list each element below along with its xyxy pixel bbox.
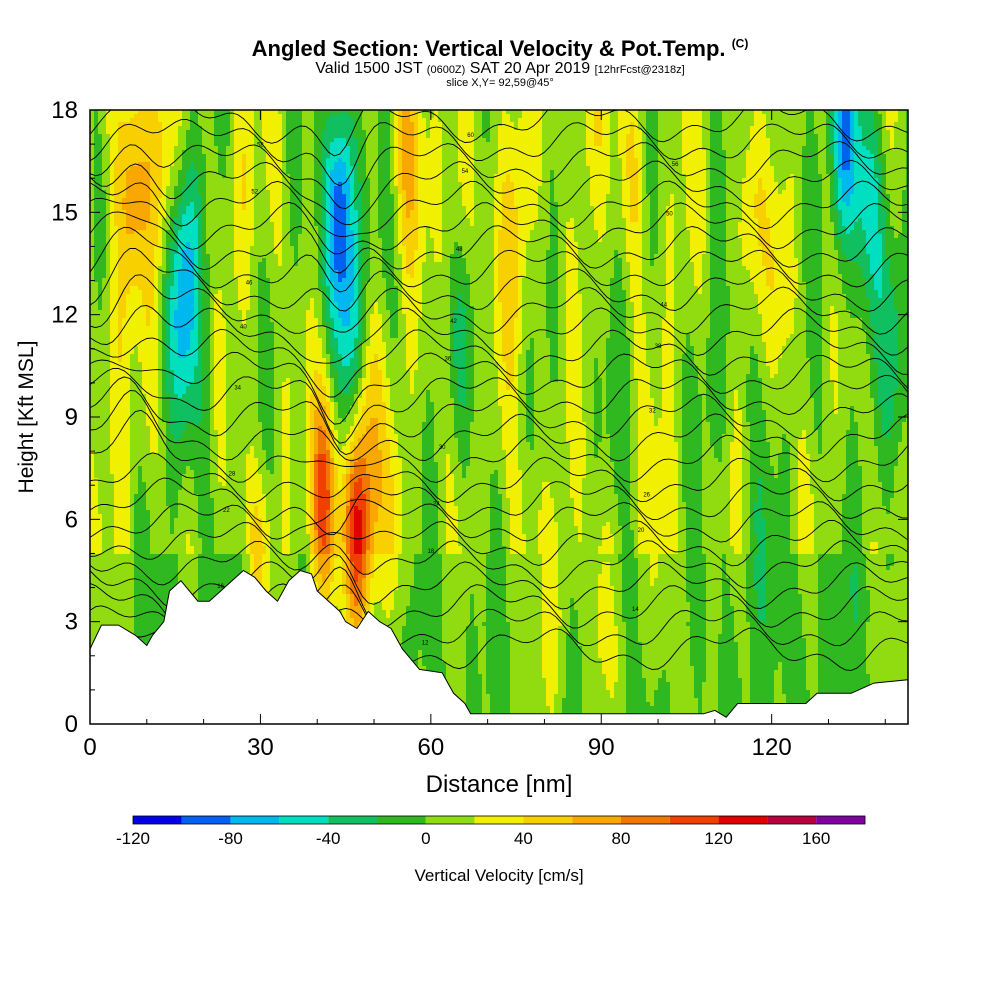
colorbar-tick-label: 120 [704, 829, 732, 848]
colorbar-swatch [572, 816, 621, 824]
isentrope-label: 26 [643, 492, 650, 498]
x-tick-label: 30 [247, 734, 274, 761]
colorbar-swatch [328, 816, 377, 824]
isentrope-label: 48 [456, 247, 463, 253]
colorbar-swatch [377, 816, 426, 824]
colorbar-swatch [426, 816, 475, 824]
y-tick-label: 18 [51, 97, 78, 124]
isentrope-label: 36 [445, 357, 452, 363]
x-tick-label: 120 [752, 734, 792, 761]
isentrope-label: 22 [223, 508, 230, 514]
isentrope-label: 20 [638, 528, 645, 534]
cross-section-chart: 1012141618202224262830323436384042444648… [0, 0, 1000, 1000]
isentrope-label: 38 [655, 344, 662, 350]
x-tick-label: 60 [417, 734, 444, 761]
isentrope-label: 24 [433, 502, 440, 508]
colorbar-tick-label: -40 [316, 829, 341, 848]
colorbar-swatch [816, 816, 865, 824]
colorbar-swatch [182, 816, 231, 824]
isentrope-label: 42 [450, 319, 457, 325]
isentrope-label: 30 [439, 445, 446, 451]
isentrope-label: 58 [257, 143, 264, 149]
y-tick-label: 9 [65, 404, 78, 431]
isentrope-label: 60 [467, 133, 474, 139]
x-axis-label: Distance [nm] [426, 771, 573, 798]
isentrope-label: 52 [251, 189, 258, 195]
colorbar: -120 -80 -40 0 40 80 120 160 [116, 816, 865, 848]
isentrope-label: 44 [660, 302, 667, 308]
x-tick-label: 0 [83, 734, 96, 761]
isentrope-label: 34 [234, 386, 241, 392]
colorbar-swatch [767, 816, 816, 824]
isentrope-label: 12 [422, 640, 429, 646]
colorbar-swatch [133, 816, 182, 824]
x-tick-label: 90 [588, 734, 615, 761]
y-axis-label: Height [Kft MSL] [15, 341, 38, 494]
colorbar-swatch [523, 816, 572, 824]
isentrope-label: 40 [240, 324, 247, 330]
colorbar-tick-label: 0 [421, 829, 430, 848]
colorbar-swatch [231, 816, 280, 824]
isentrope-label: 46 [246, 281, 253, 287]
colorbar-swatch [670, 816, 719, 824]
y-tick-label: 6 [65, 506, 78, 533]
colorbar-tick-label: -120 [116, 829, 150, 848]
colorbar-tick-label: 80 [612, 829, 631, 848]
isentrope-label: 56 [672, 162, 679, 168]
colorbar-swatch [719, 816, 768, 824]
colorbar-label: Vertical Velocity [cm/s] [414, 866, 583, 885]
colorbar-swatch [621, 816, 670, 824]
isentrope-label: 18 [427, 549, 434, 555]
colorbar-tick-label: 40 [514, 829, 533, 848]
colorbar-tick-label: 160 [802, 829, 830, 848]
isentrope-label: 54 [462, 169, 469, 175]
isentrope-label: 28 [229, 472, 236, 478]
y-tick-label: 12 [51, 302, 78, 329]
y-tick-label: 0 [65, 711, 78, 738]
isentrope-label: 14 [632, 607, 639, 613]
isentrope-label: 32 [649, 409, 656, 415]
colorbar-tick-label: -80 [218, 829, 243, 848]
isentrope-label: 50 [666, 212, 673, 218]
colorbar-swatch [475, 816, 524, 824]
y-tick-label: 3 [65, 609, 78, 636]
y-tick-label: 15 [51, 199, 78, 226]
colorbar-swatch [279, 816, 328, 824]
